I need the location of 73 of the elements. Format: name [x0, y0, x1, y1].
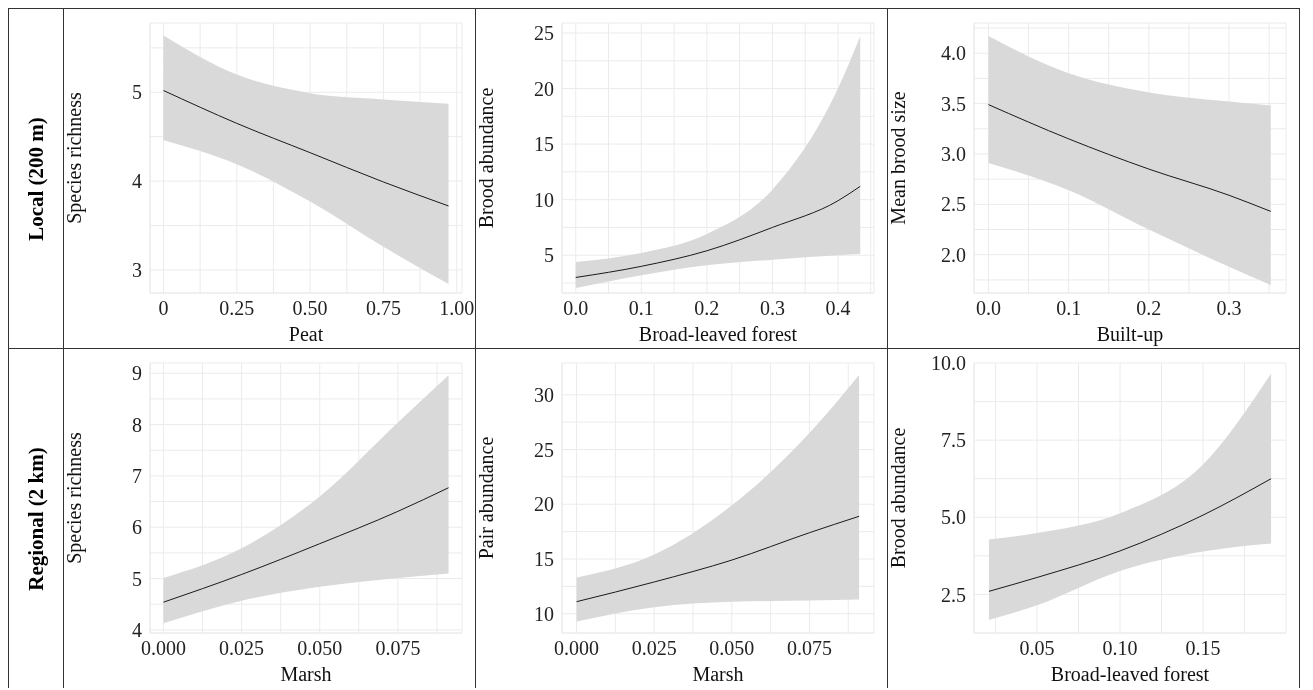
y-tick-label: 20: [534, 493, 554, 516]
y-axis-title: Mean brood size: [887, 91, 910, 225]
y-tick-label: 3.5: [941, 92, 966, 115]
x-tick-label: 0.4: [825, 297, 851, 320]
line-series: [576, 515, 860, 603]
y-axis-title: Species richness: [63, 431, 87, 564]
x-axis-title: Marsh: [692, 663, 744, 685]
x-tick-label: 0.05: [1019, 637, 1055, 660]
text: Regional (2 km): [23, 446, 49, 591]
x-tick-label: 0.000: [140, 637, 186, 660]
x-tick-label: 0.075: [786, 637, 832, 660]
y-tick-label: 25: [534, 438, 554, 461]
x-axis-title: Marsh: [280, 663, 332, 685]
y-axis-title: Pair abundance: [475, 436, 498, 560]
y-tick-label: 4.0: [941, 42, 966, 65]
x-tick-label: 0.075: [375, 637, 421, 660]
x-tick-label: 1.00: [439, 297, 475, 320]
x-tick-label: 0.000: [554, 637, 600, 660]
x-tick-label: 0.2: [694, 297, 720, 320]
y-tick-label: 2.5: [941, 193, 966, 216]
x-tick-label: 0.3: [1216, 297, 1242, 320]
x-axis-title: Built-up: [1096, 323, 1164, 346]
line-series: [162, 90, 450, 207]
x-tick-label: 0.3: [759, 297, 785, 320]
y-tick-label: 5: [132, 567, 142, 590]
x-tick-label: 0.10: [1102, 637, 1138, 660]
y-tick-label: 3.0: [941, 143, 966, 166]
x-tick-label: 0.025: [631, 637, 677, 660]
y-tick-label: 6: [132, 516, 142, 539]
y-axis-title: Brood abundance: [475, 87, 498, 229]
y-tick-label: 2.0: [941, 243, 966, 266]
y-tick-label: 5.0: [941, 506, 966, 529]
x-tick-label: 0.75: [365, 297, 401, 320]
y-tick-label: 10.0: [931, 352, 966, 375]
x-axis-title: Peat: [288, 323, 324, 345]
x-tick-label: 0.050: [709, 637, 755, 660]
y-tick-label: 30: [534, 383, 554, 406]
y-axis-title: Species richness: [63, 91, 87, 224]
line-series: [988, 478, 1272, 592]
y-tick-label: 7: [132, 465, 142, 488]
y-tick-label: 4: [132, 170, 142, 193]
y-tick-label: 15: [534, 133, 554, 156]
x-tick-label: 0.15: [1185, 637, 1221, 660]
y-tick-label: 15: [534, 548, 554, 571]
x-axis-title: Broad-leaved forest: [1050, 663, 1210, 685]
y-axis-title: Brood abundance: [887, 427, 910, 569]
y-tick-label: 5: [132, 81, 142, 104]
x-tick-label: 0.50: [292, 297, 328, 320]
y-tick-label: 20: [534, 77, 554, 100]
y-tick-label: 25: [534, 22, 554, 45]
x-tick-label: 0.25: [219, 297, 255, 320]
x-tick-label: 0.1: [1056, 297, 1082, 320]
x-axis-title: Broad-leaved forest: [638, 323, 798, 345]
y-tick-label: 10: [534, 188, 554, 211]
x-tick-label: 0.0: [563, 297, 589, 320]
y-tick-label: 9: [132, 362, 142, 385]
line-series: [162, 487, 450, 603]
line-series: [575, 185, 861, 278]
x-tick-label: 0.1: [628, 297, 654, 320]
x-tick-label: 0.2: [1136, 297, 1162, 320]
y-tick-label: 2.5: [941, 583, 966, 606]
line-series: [987, 104, 1272, 212]
y-tick-label: 10: [534, 602, 554, 625]
x-tick-label: 0: [158, 297, 169, 320]
x-tick-label: 0.025: [219, 637, 265, 660]
y-tick-label: 5: [544, 244, 554, 267]
y-tick-label: 8: [132, 413, 142, 436]
y-tick-label: 4: [132, 619, 142, 642]
text: Local (200 m): [23, 116, 49, 241]
x-tick-label: 0.0: [975, 297, 1001, 320]
y-tick-label: 7.5: [941, 429, 966, 452]
x-tick-label: 0.050: [297, 637, 343, 660]
y-tick-label: 3: [132, 259, 142, 282]
